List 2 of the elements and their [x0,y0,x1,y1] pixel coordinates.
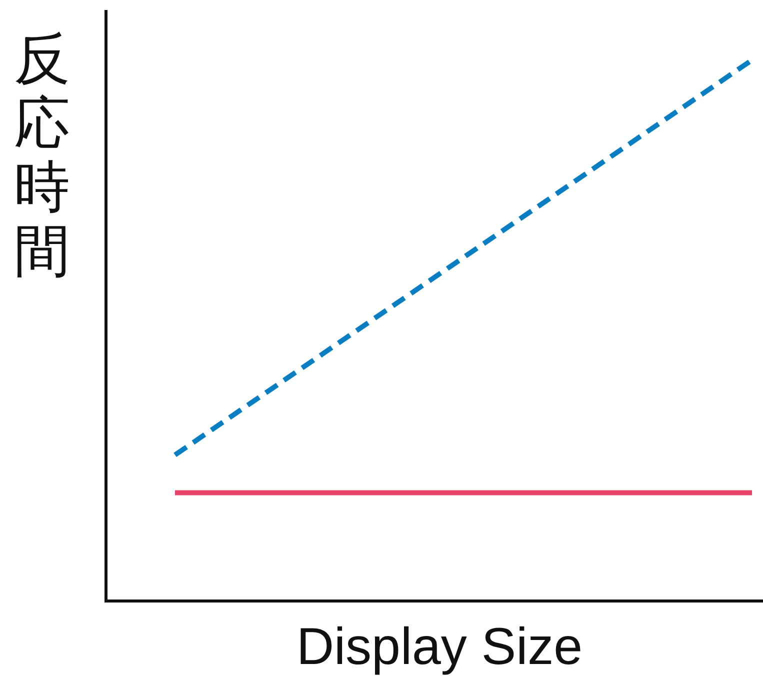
y-axis-title: 反応時間 [14,27,70,282]
x-axis-title: Display Size [296,618,583,676]
